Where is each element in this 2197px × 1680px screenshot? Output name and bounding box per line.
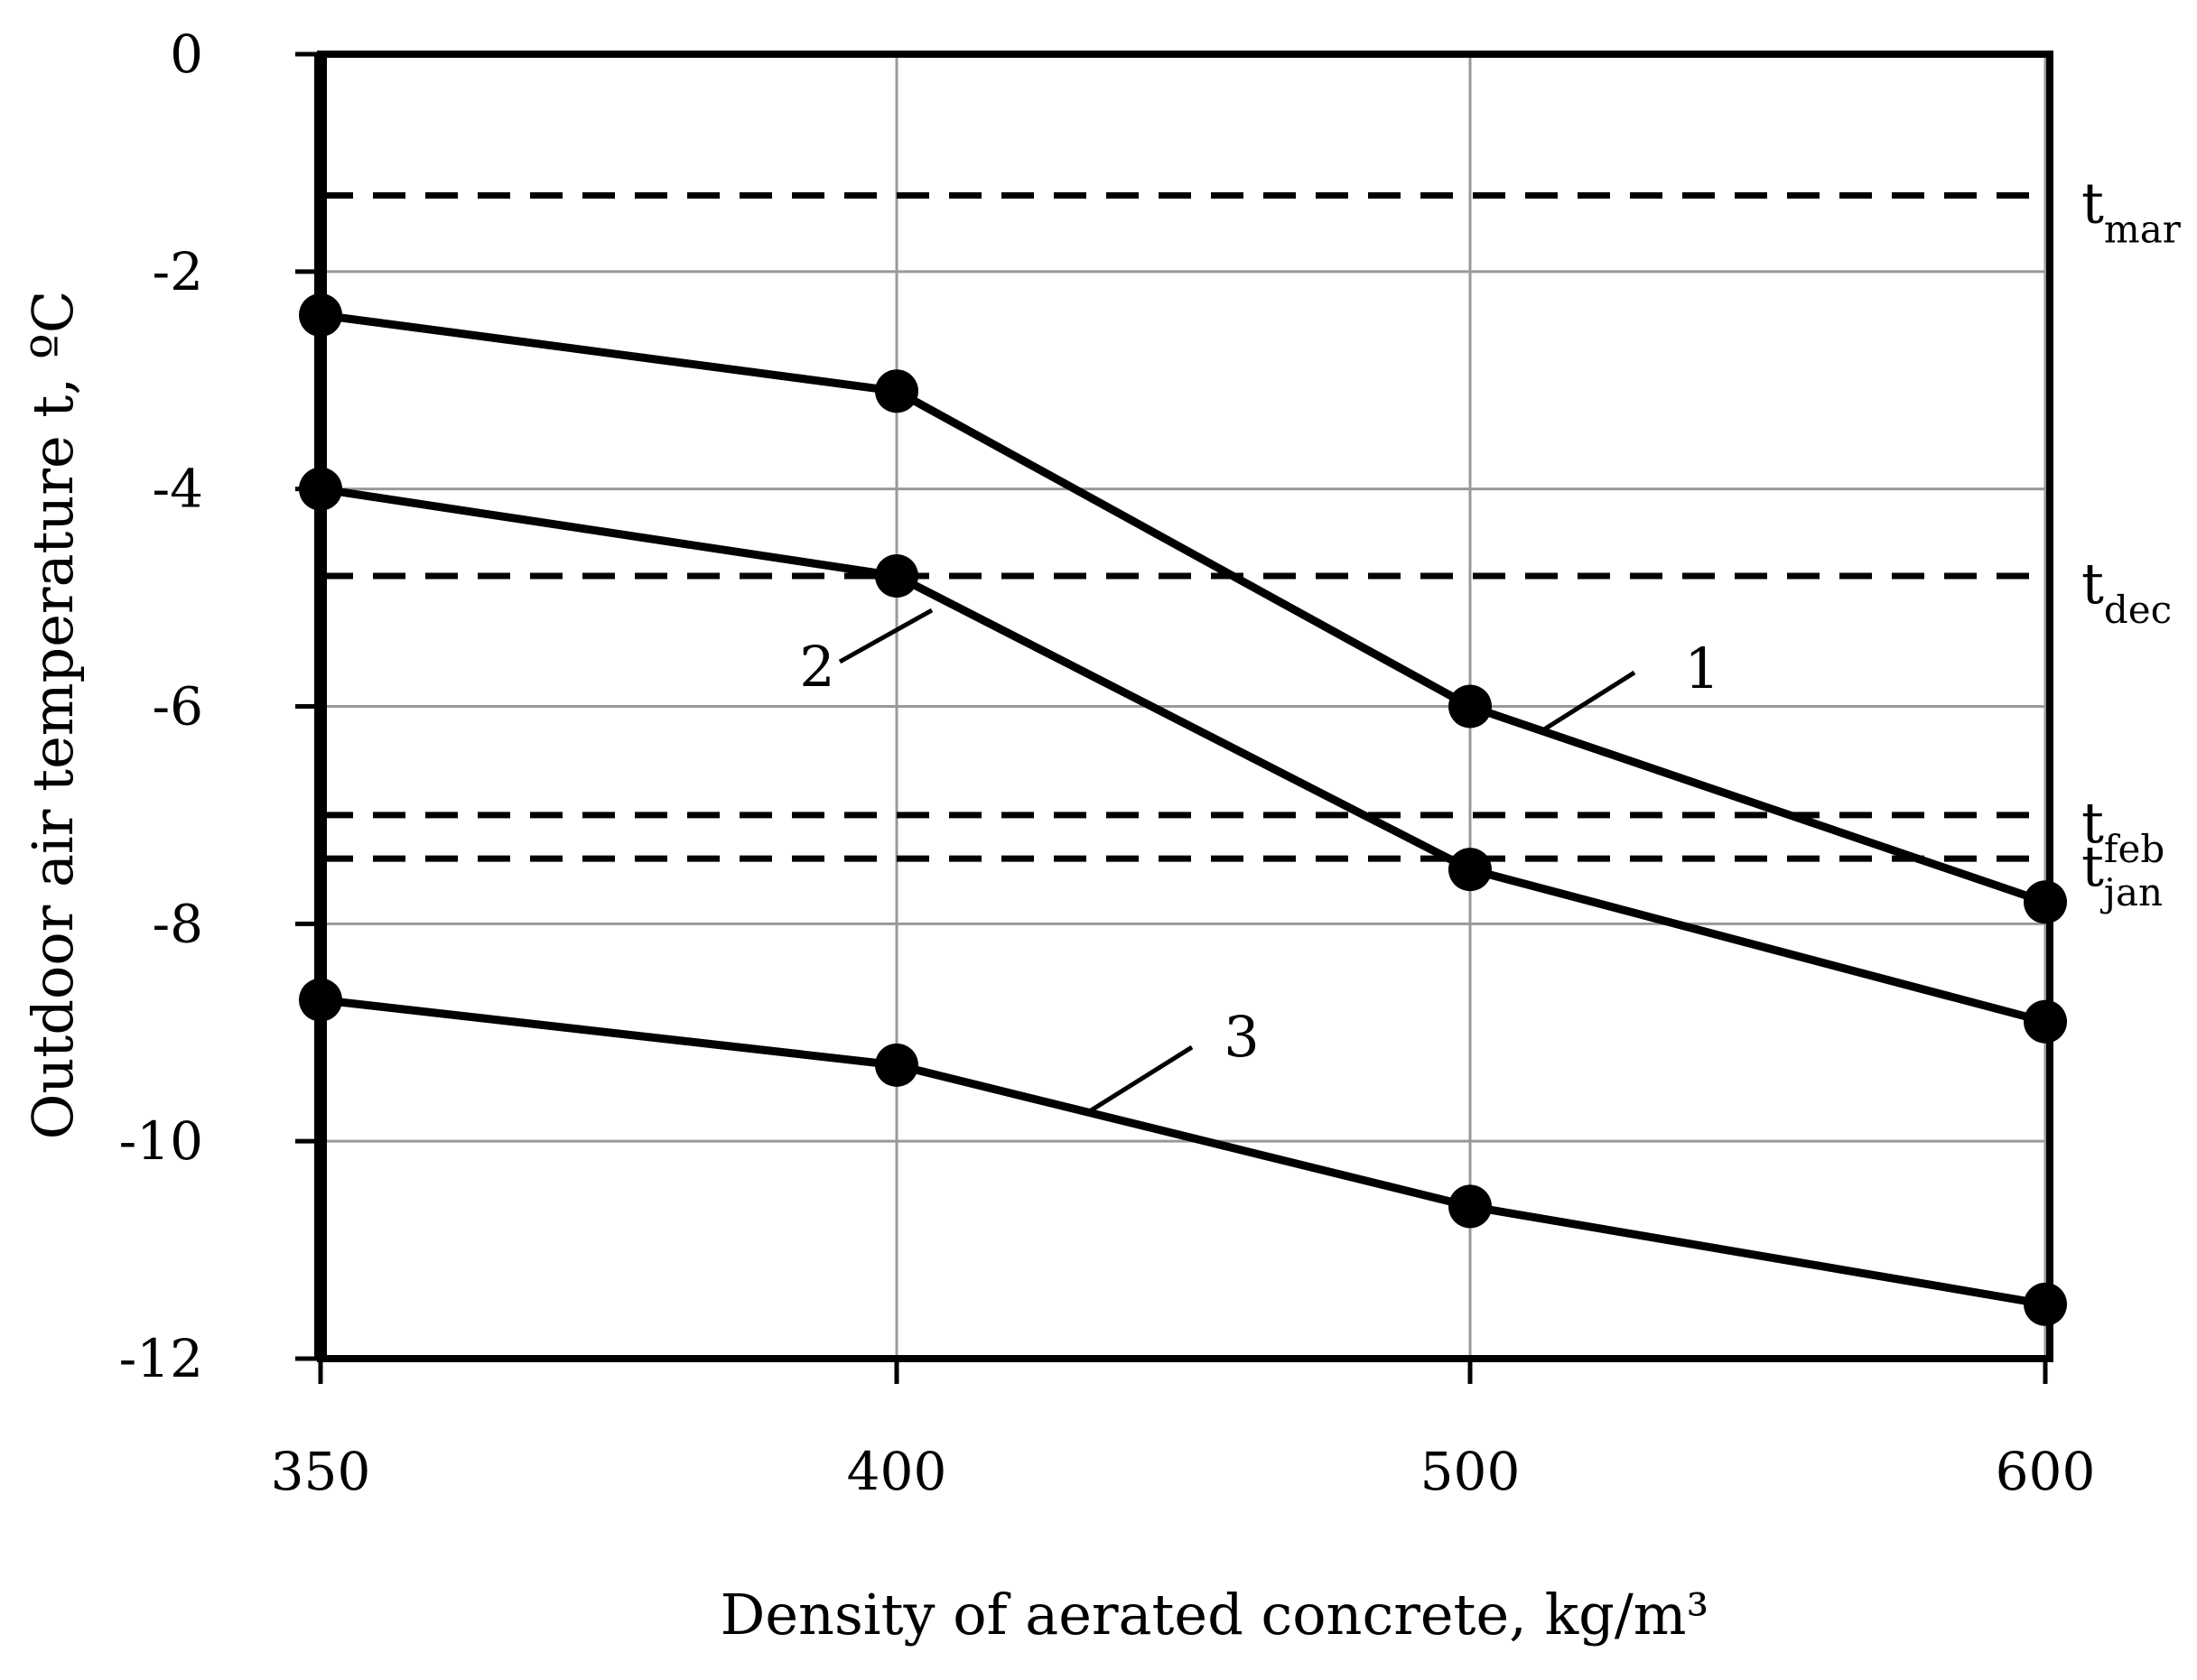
series-line-2 <box>320 485 2047 1026</box>
series-3-point <box>2024 1282 2067 1326</box>
y-tick-label: -8 <box>153 893 204 954</box>
y-tick-label: -2 <box>153 241 204 302</box>
x-tick-label: 350 <box>271 1441 371 1502</box>
series-2-point <box>875 554 918 598</box>
y-tick-label: -10 <box>119 1110 203 1172</box>
y-tick-label: -12 <box>119 1328 203 1389</box>
reference-label-mar: tmar <box>2081 171 2182 252</box>
series-2-leader <box>838 608 934 664</box>
series-1-point <box>1448 684 1492 729</box>
y-tick-label: 0 <box>170 23 203 85</box>
series-3-leader <box>1086 1044 1194 1115</box>
x-axis-ticks: 350 400 500 600 <box>271 1359 2096 1502</box>
x-tick-label: 400 <box>847 1441 947 1502</box>
series-1-leader <box>1542 670 1636 732</box>
series-2-label: 2 <box>799 634 834 700</box>
series-3-point <box>1448 1184 1492 1229</box>
series-2-point <box>2024 999 2067 1044</box>
y-tick-label: -6 <box>153 676 204 738</box>
series-1-point <box>2024 880 2067 924</box>
series-line-1 <box>320 311 2047 906</box>
y-tick-label: -4 <box>153 459 204 520</box>
series-1-label: 1 <box>1684 636 1719 701</box>
reference-label-dec: tdec <box>2081 551 2172 632</box>
x-tick-label: 500 <box>1420 1441 1521 1502</box>
y-axis-label: Outdoor air temperature t, ºC <box>20 291 86 1140</box>
series-2-point <box>1448 848 1492 892</box>
series-line-3 <box>320 996 2046 1309</box>
series-group <box>299 293 2067 1326</box>
series-annotations: 1 2 3 <box>799 608 1720 1115</box>
grid <box>319 52 2050 1360</box>
y-axis-ticks: 0 -2 -4 -6 -8 -10 -12 <box>119 23 321 1389</box>
x-axis-label: Density of aerated concrete, kg/m³ <box>721 1582 1709 1648</box>
series-1-point <box>875 369 918 413</box>
x-tick-label: 600 <box>1996 1441 2096 1502</box>
series-3-label: 3 <box>1224 1004 1259 1070</box>
series-3-point <box>875 1043 918 1087</box>
